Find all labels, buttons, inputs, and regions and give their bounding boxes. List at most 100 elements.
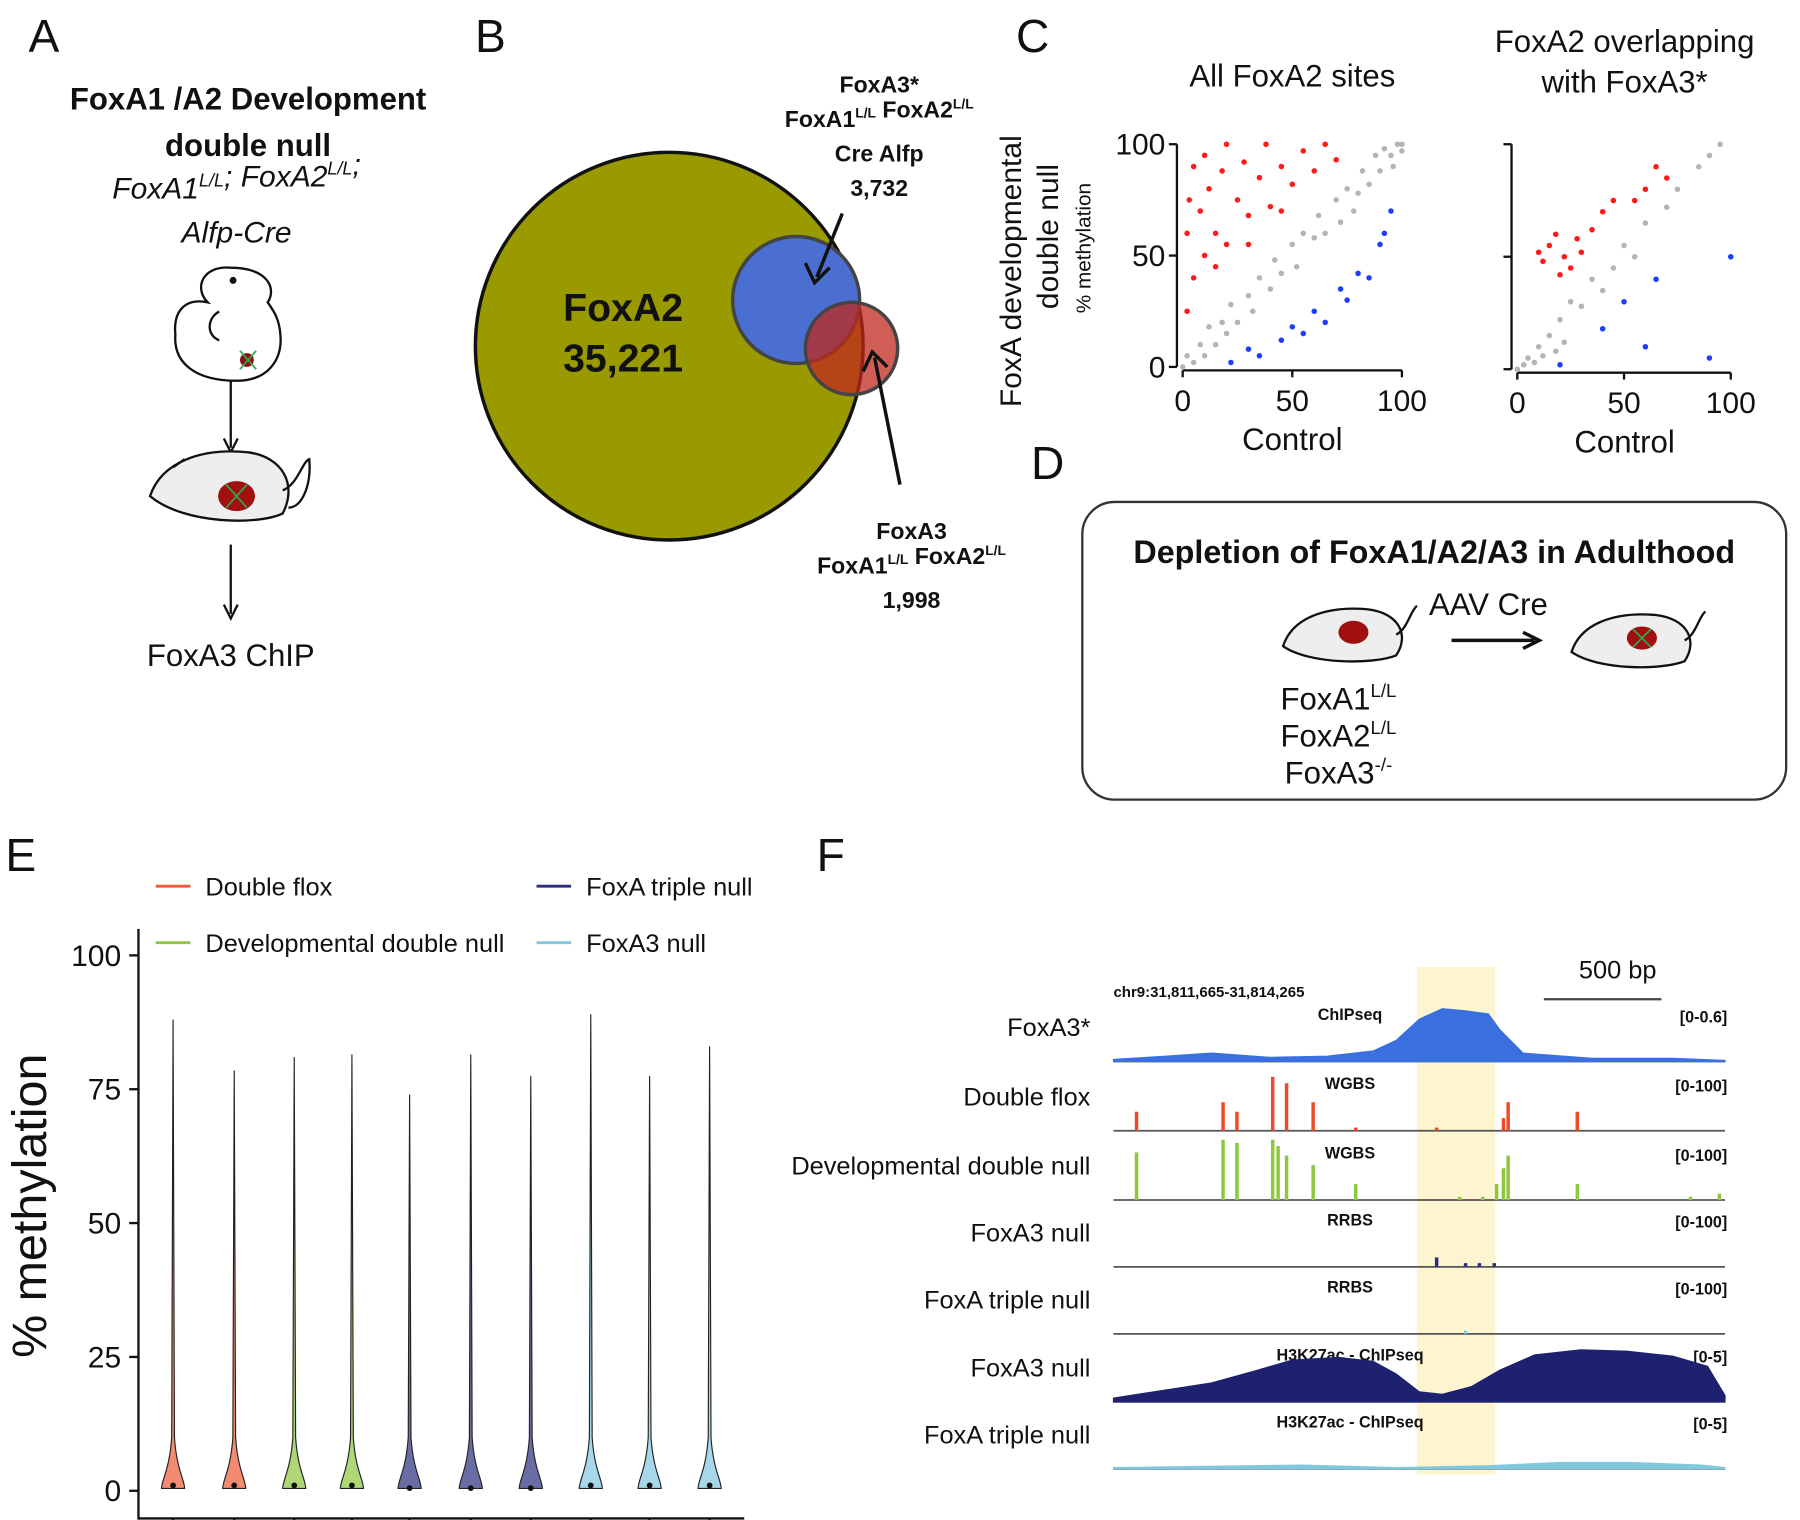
violin-median xyxy=(527,1485,534,1491)
panel-d-box xyxy=(1081,500,1788,801)
x-axis-label: Control xyxy=(1242,422,1342,457)
scatter-point xyxy=(1272,257,1278,263)
track-range: [0-100] xyxy=(1675,1147,1727,1165)
scatter-point xyxy=(1525,355,1531,361)
track-range: [0-5] xyxy=(1693,1349,1727,1367)
scatter-point xyxy=(1197,208,1203,214)
venn-annotation: 1,998 xyxy=(883,587,941,613)
superscript: L/L xyxy=(985,542,1006,558)
scatter-point xyxy=(1322,141,1328,148)
scatter-point xyxy=(1212,263,1219,270)
text-part: FoxA3 xyxy=(1285,755,1375,790)
scatter-point xyxy=(1372,152,1379,159)
methylation-bar xyxy=(1688,1196,1693,1201)
readout: FoxA3 ChIP xyxy=(147,638,315,673)
scatter-point xyxy=(1674,186,1681,193)
scatter-point xyxy=(1300,230,1307,237)
scatter-point xyxy=(1567,265,1574,271)
scatter-point xyxy=(1322,319,1328,326)
venn-annotation: FoxA3* xyxy=(839,71,918,97)
scatter-point xyxy=(1728,253,1734,260)
text-part: FoxA1 xyxy=(817,552,888,578)
scatter-point xyxy=(1706,152,1713,159)
panel-label: E xyxy=(5,829,36,881)
scatter-point xyxy=(1621,298,1627,305)
scatter-point xyxy=(1599,325,1606,332)
violin-median xyxy=(291,1482,298,1489)
violin-median xyxy=(587,1482,594,1489)
methylation-bar xyxy=(1311,1102,1315,1131)
scatter-point xyxy=(1535,343,1542,350)
scatter-point xyxy=(1311,234,1317,241)
y-tick-label: 0 xyxy=(104,1475,121,1508)
scatter-point xyxy=(1399,148,1405,154)
scatter-point xyxy=(1610,265,1617,271)
track-label: FoxA3 null xyxy=(970,1220,1090,1248)
scatter-point xyxy=(1390,163,1396,170)
y-axis-sublabel: % methylation xyxy=(1072,183,1095,313)
scatter-point xyxy=(1197,341,1203,348)
venn-annotation: Cre Alfp xyxy=(835,141,924,167)
plot-title: FoxA2 overlapping xyxy=(1495,24,1755,59)
violin xyxy=(518,1075,543,1490)
scatter-point xyxy=(1381,145,1388,152)
panel-d-title: Depletion of FoxA1/A2/A3 in Adulthood xyxy=(1133,534,1735,570)
scatter-point xyxy=(1289,181,1296,188)
scatter-point xyxy=(1241,159,1247,165)
scatter-point xyxy=(1663,204,1670,211)
scatter-point xyxy=(1631,197,1638,204)
genotype: FoxA1L/L xyxy=(1280,680,1396,716)
venn-foxa3 xyxy=(803,300,900,397)
scatter-point xyxy=(1184,230,1190,237)
track-range: [0-0.6] xyxy=(1680,1008,1728,1026)
scatter-point xyxy=(1256,353,1263,359)
methylation-bar xyxy=(1575,1111,1580,1131)
scatter-point xyxy=(1206,324,1212,330)
venn-annotation: FoxA3 xyxy=(876,518,946,544)
scatter-point xyxy=(1557,271,1563,278)
scatter-point xyxy=(1552,231,1559,238)
scatter-point xyxy=(1186,197,1193,203)
scatter-point xyxy=(1228,301,1234,308)
mouse-drawing xyxy=(148,450,311,622)
text-part: 1,998 xyxy=(883,587,941,613)
y-tick-label: 75 xyxy=(88,1074,121,1107)
scatter-point xyxy=(1535,249,1542,256)
plot-title: with FoxA3* xyxy=(1541,64,1708,99)
scatter-point xyxy=(1245,212,1252,219)
methylation-bar xyxy=(1353,1127,1358,1131)
scatter-point xyxy=(1663,175,1670,181)
y-axis-label: FoxA developmental xyxy=(995,135,1028,407)
violin xyxy=(339,1054,365,1490)
scatter-point xyxy=(1190,359,1197,366)
scatter-point xyxy=(1540,352,1546,359)
track-assay: WGBS xyxy=(1325,1075,1375,1093)
scatter-point xyxy=(1234,197,1241,203)
methylation-bar xyxy=(1284,1083,1289,1131)
track-range: [0-100] xyxy=(1675,1214,1727,1232)
legend-label: Developmental double null xyxy=(205,930,504,958)
violin-median xyxy=(349,1482,355,1489)
methylation-bar xyxy=(1506,1102,1510,1131)
scatter-point xyxy=(1642,343,1649,350)
text-part: Cre Alfp xyxy=(835,141,924,167)
scatter-point xyxy=(1653,163,1659,170)
methylation-bar xyxy=(1481,1196,1485,1201)
scatter-point xyxy=(1267,203,1274,210)
scatter-point xyxy=(1599,287,1606,294)
track-assay: RRBS xyxy=(1327,1211,1373,1229)
x-tick-label: 100 xyxy=(1377,385,1427,418)
scatter-point xyxy=(1300,148,1307,154)
scatter-point xyxy=(1631,253,1638,260)
scatter-point xyxy=(1621,242,1627,249)
scatter-point xyxy=(1337,286,1344,292)
violin xyxy=(578,1014,603,1490)
scatter-point xyxy=(1377,168,1383,174)
scatter-point xyxy=(1223,241,1230,248)
text-part: 3,732 xyxy=(850,175,908,201)
scatter-point xyxy=(1322,230,1328,237)
y-tick-label: 25 xyxy=(88,1341,121,1374)
x-tick-label: 50 xyxy=(1276,385,1309,418)
scatter-point xyxy=(1278,208,1285,214)
